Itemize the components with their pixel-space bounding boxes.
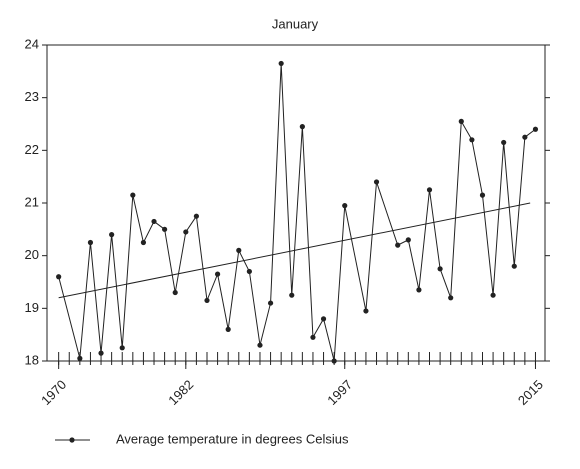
data-point <box>373 179 380 185</box>
x-tick-label: 1997 <box>324 377 355 408</box>
data-point <box>162 226 168 232</box>
data-point <box>395 242 401 248</box>
data-point <box>490 292 496 298</box>
x-tick-label: 1982 <box>165 377 196 408</box>
data-point <box>119 345 125 351</box>
data-point <box>448 295 454 301</box>
data-point <box>320 316 327 322</box>
data-point <box>405 237 411 243</box>
data-point <box>87 239 94 246</box>
legend-label: Average temperature in degrees Celsius <box>116 431 349 446</box>
data-point <box>458 118 464 124</box>
data-point <box>204 297 210 304</box>
data-point <box>278 60 284 67</box>
data-point <box>331 358 337 364</box>
data-point <box>236 247 242 253</box>
chart-title: January <box>272 16 319 31</box>
data-point <box>363 308 369 314</box>
data-point <box>511 263 517 269</box>
data-point <box>257 342 263 348</box>
legend-marker <box>69 437 75 443</box>
y-tick-label: 22 <box>25 142 39 157</box>
data-point <box>469 137 475 143</box>
data-point <box>140 239 147 246</box>
data-point <box>437 266 443 272</box>
data-point <box>172 289 178 296</box>
y-tick-label: 23 <box>25 89 39 104</box>
series-line <box>58 63 536 362</box>
data-point <box>416 287 422 293</box>
data-point <box>522 134 528 140</box>
y-tick-label: 21 <box>25 194 39 209</box>
data-point <box>225 326 231 332</box>
data-point <box>214 271 221 277</box>
data-point <box>56 274 62 280</box>
data-point <box>130 192 136 198</box>
data-point <box>479 192 486 198</box>
data-point <box>310 334 316 340</box>
data-point <box>501 139 507 146</box>
data-point <box>299 124 305 130</box>
y-tick-label: 18 <box>25 352 39 367</box>
data-point <box>109 232 115 238</box>
data-point <box>267 300 274 306</box>
data-point <box>193 213 199 219</box>
data-point <box>426 187 433 193</box>
y-tick-label: 19 <box>25 300 39 315</box>
x-tick-label: 2015 <box>515 377 546 408</box>
data-point <box>289 292 295 298</box>
data-point <box>246 268 252 275</box>
data-point <box>77 355 83 361</box>
x-tick-label: 1970 <box>38 377 69 408</box>
plot-frame <box>46 44 546 362</box>
data-point <box>183 229 189 235</box>
data-point <box>151 218 157 225</box>
y-tick-label: 24 <box>25 36 39 51</box>
y-tick-label: 20 <box>25 247 39 262</box>
data-point <box>532 126 539 132</box>
data-point <box>342 203 348 209</box>
trend-line <box>58 202 531 299</box>
data-point <box>98 350 104 356</box>
